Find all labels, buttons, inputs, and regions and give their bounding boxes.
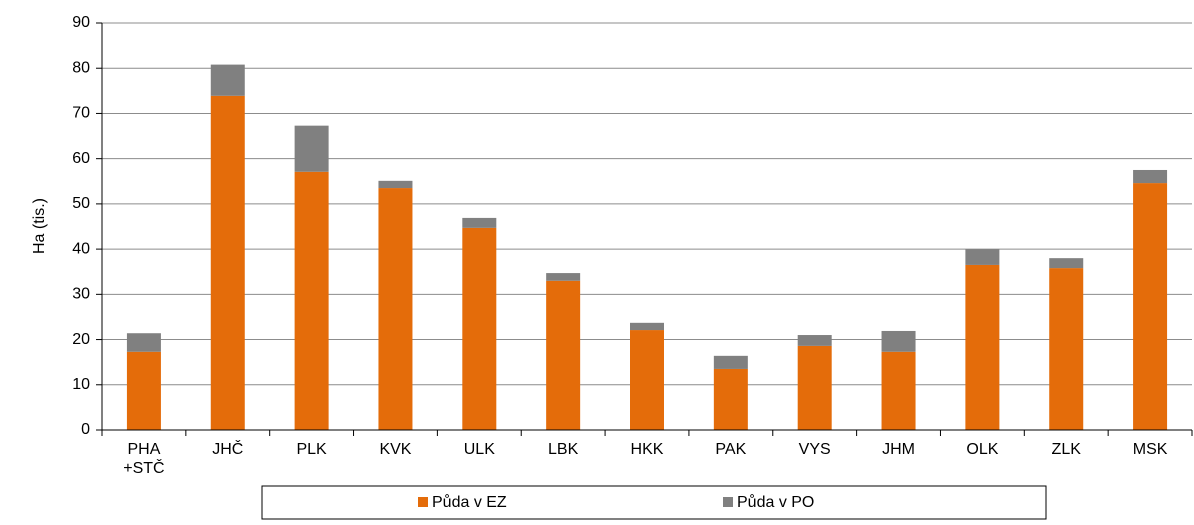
- x-tick-label: PAK: [715, 441, 746, 458]
- x-tick-label: VYS: [799, 441, 831, 458]
- bar-segment: [126, 333, 161, 352]
- bar-segment: [546, 273, 581, 281]
- x-tick-label: OLK: [966, 441, 998, 458]
- x-tick-label: JHČ: [212, 439, 243, 458]
- x-tick-label: ULK: [464, 441, 495, 458]
- legend-box: [261, 485, 1047, 520]
- bar-segment: [797, 335, 832, 346]
- y-tick-label: 0: [81, 421, 90, 438]
- x-tick-label: KVK: [379, 441, 411, 458]
- bar-segment: [378, 188, 413, 430]
- y-tick-label: 60: [72, 150, 90, 167]
- x-tick-label: PLK: [296, 441, 327, 458]
- bar-segment: [630, 330, 664, 430]
- bar-segment: [965, 249, 1000, 265]
- bar-segment: [294, 171, 329, 430]
- x-tick-label: MSK: [1133, 441, 1168, 458]
- bar-segment: [126, 351, 161, 430]
- bar-segment: [294, 125, 329, 172]
- bar-segment: [965, 264, 1000, 430]
- y-tick-label: 70: [72, 105, 90, 122]
- bar-segment: [797, 345, 832, 430]
- bar-segment: [462, 227, 497, 430]
- x-tick-label: PHA +STČ: [123, 441, 164, 477]
- bar-segment: [378, 180, 413, 189]
- bar-segment: [1049, 258, 1084, 269]
- x-tick-label: JHM: [882, 441, 915, 458]
- bar-segment: [462, 217, 497, 228]
- legend-swatch: [723, 497, 733, 507]
- bar-segment: [210, 95, 245, 431]
- y-axis-label: Ha (tis.): [31, 198, 48, 254]
- y-tick-label: 90: [72, 14, 90, 31]
- y-tick-label: 20: [72, 331, 90, 348]
- y-tick-label: 30: [72, 286, 90, 303]
- legend-swatch: [418, 497, 428, 507]
- bar-segment: [1133, 169, 1168, 184]
- y-tick-label: 80: [72, 59, 90, 76]
- y-tick-label: 10: [72, 376, 90, 393]
- y-tick-label: 50: [72, 195, 90, 212]
- bar-segment: [713, 368, 748, 430]
- x-tick-label: HKK: [631, 441, 664, 458]
- bar-segment: [1049, 268, 1084, 430]
- x-tick-label: LBK: [548, 441, 579, 458]
- bar-segment: [630, 322, 664, 331]
- bar-segment: [546, 280, 581, 430]
- legend-label: Půda v EZ: [432, 493, 507, 511]
- y-tick-label: 40: [72, 240, 90, 257]
- bar-segment: [881, 351, 916, 430]
- x-tick-label: ZLK: [1052, 441, 1082, 458]
- bar-segment: [881, 330, 916, 352]
- bar-segment: [1133, 183, 1168, 430]
- bar-segment: [713, 355, 748, 369]
- legend-label: Půda v PO: [737, 493, 814, 511]
- bar-segment: [210, 64, 245, 96]
